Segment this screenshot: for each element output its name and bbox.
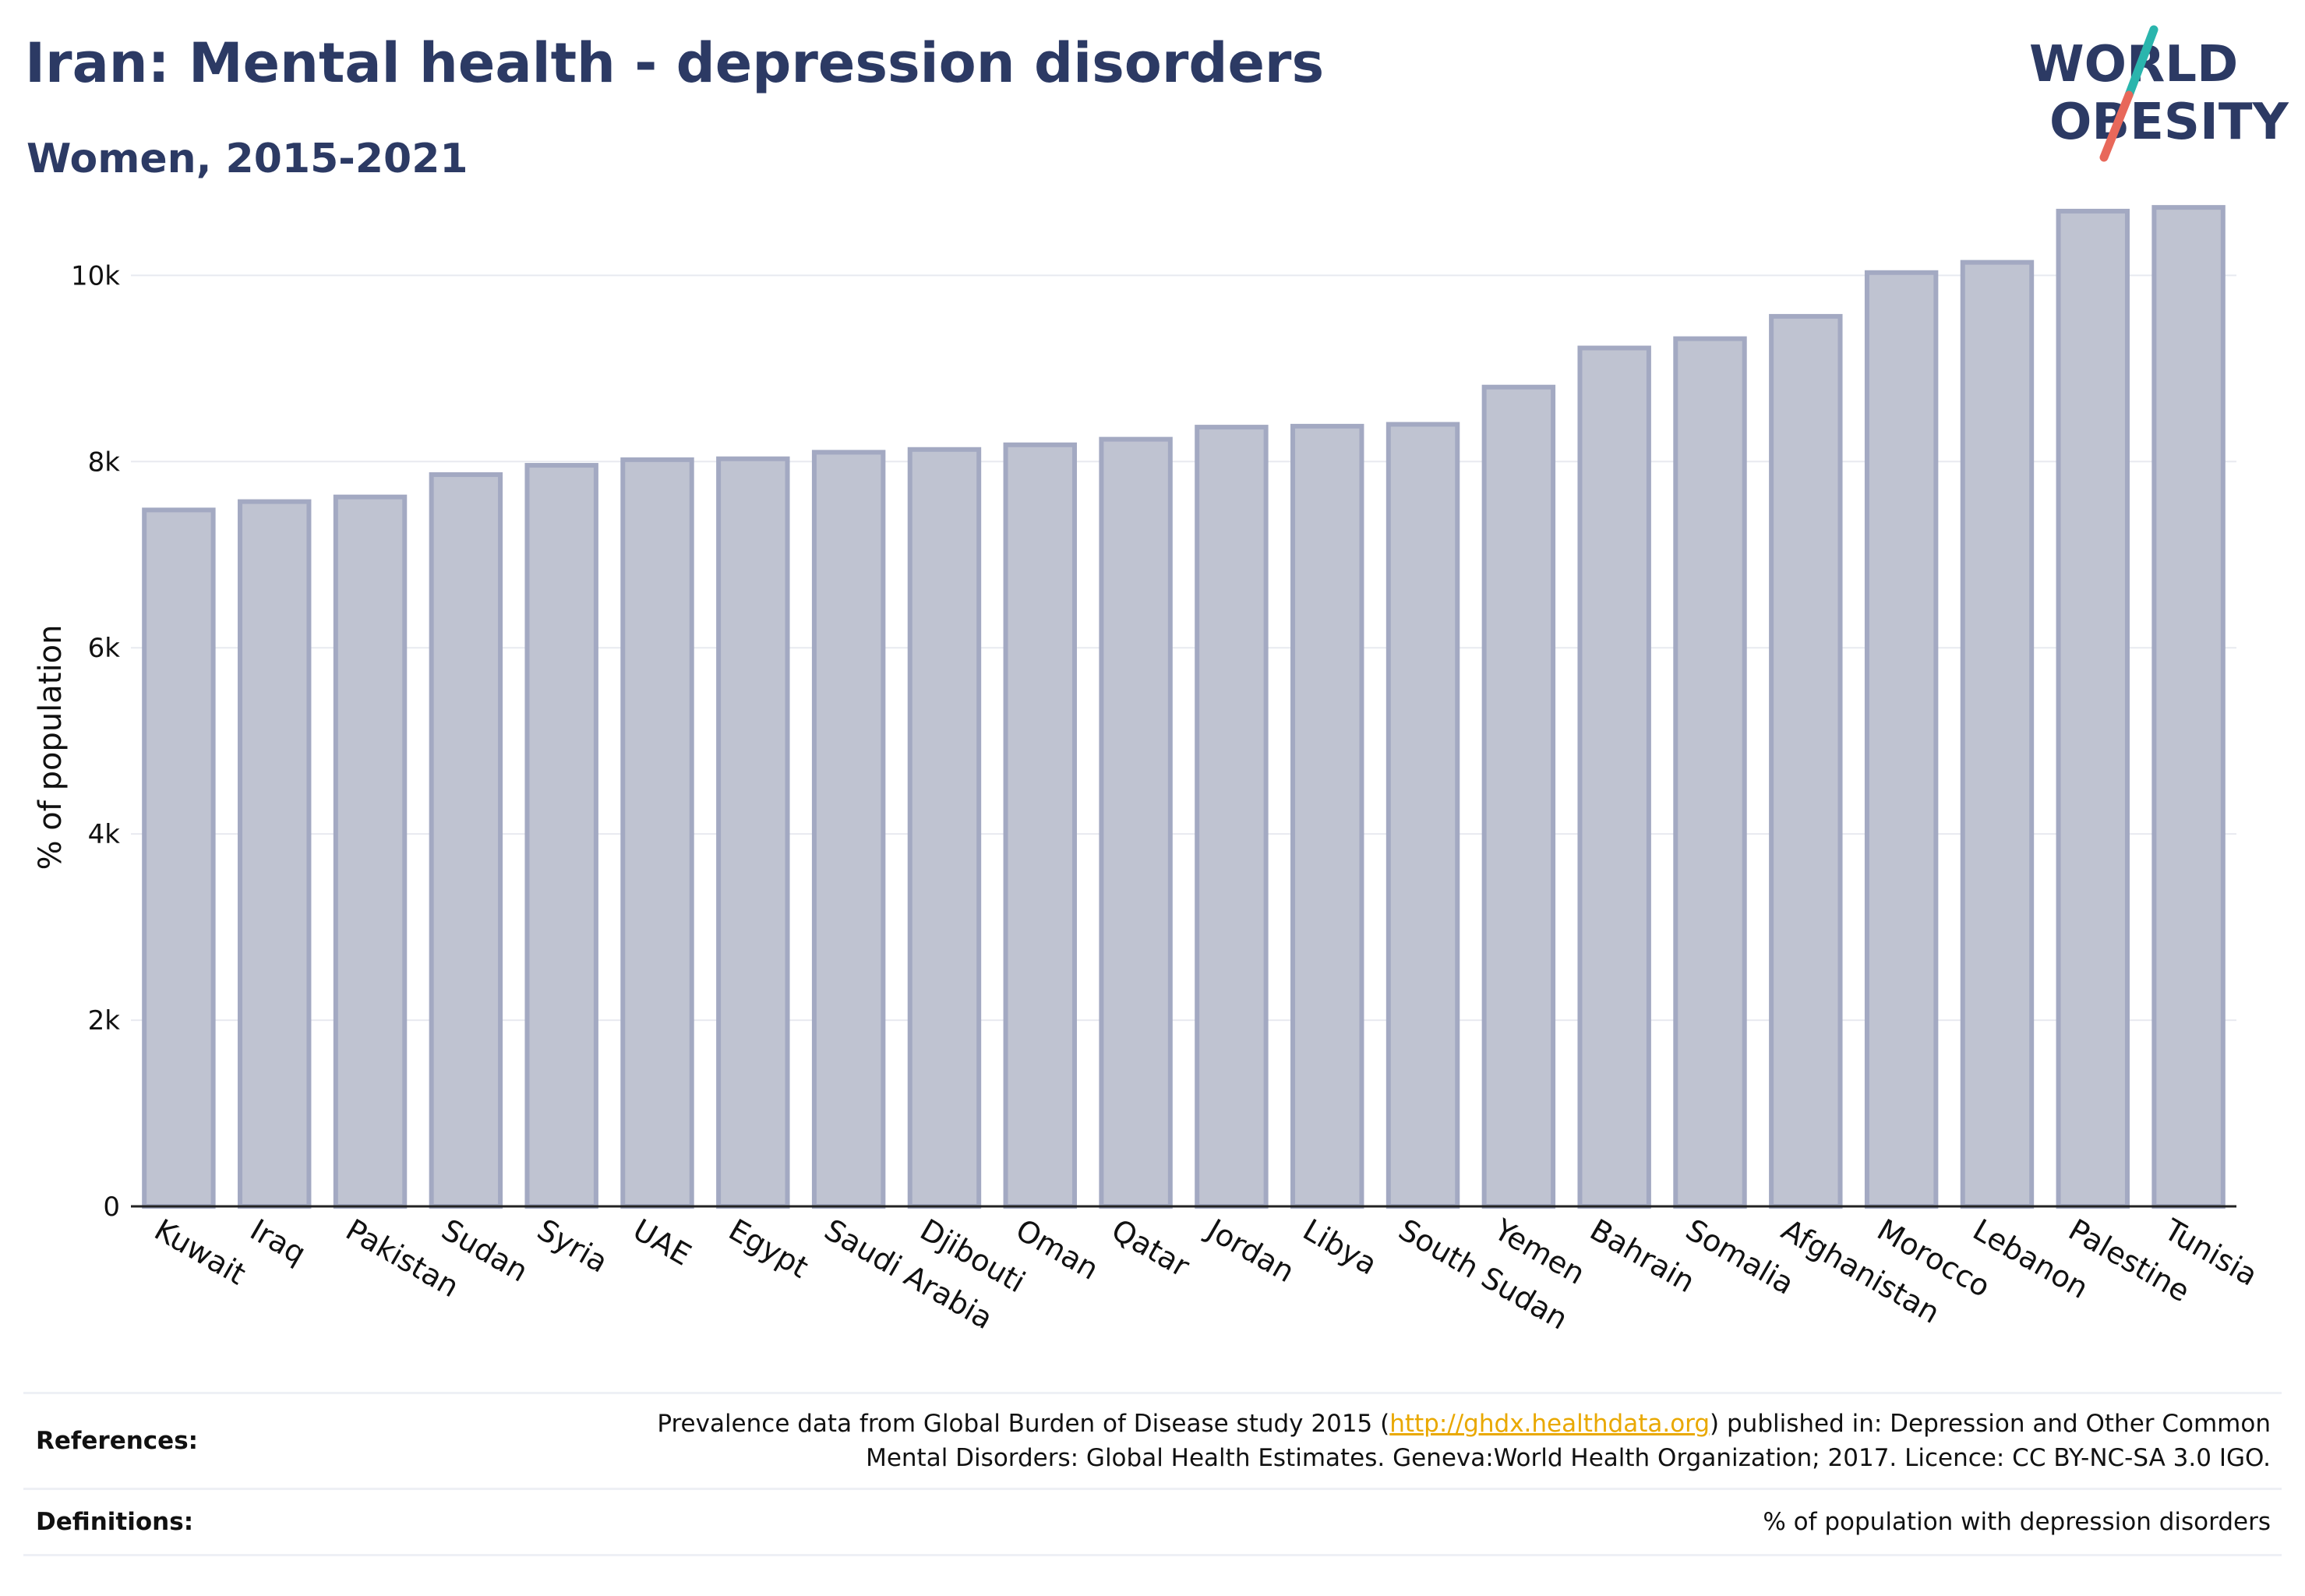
x-tick-label: Bahrain	[1584, 1213, 1700, 1300]
bar	[1195, 425, 1269, 1209]
footer-divider	[23, 1488, 2282, 1490]
references-label: References:	[36, 1427, 199, 1455]
bar	[1673, 336, 1747, 1209]
references-text: Prevalence data from Global Burden of Di…	[657, 1407, 2271, 1475]
x-tick-label: Egypt	[723, 1213, 814, 1285]
bar	[1769, 313, 1843, 1209]
x-tick-label: Libya	[1297, 1213, 1383, 1282]
y-tick-label: 8k	[88, 447, 121, 478]
bar	[2151, 205, 2226, 1209]
bar	[811, 450, 886, 1209]
bar	[716, 456, 790, 1209]
x-tick-label: Kuwait	[149, 1213, 252, 1292]
x-tick-label: Jordan	[1200, 1212, 1300, 1290]
definitions-label: Definitions:	[36, 1508, 194, 1536]
bar	[620, 457, 694, 1209]
bar	[1481, 384, 1556, 1209]
x-tick-label: UAE	[627, 1213, 697, 1273]
footer-divider	[23, 1392, 2282, 1394]
page-title: Iran: Mental health - depression disorde…	[25, 31, 1325, 95]
footer: References: Prevalence data from Global …	[23, 1392, 2282, 1556]
bar	[1003, 442, 1077, 1209]
world-obesity-logo: WORLD OBESITY	[2029, 25, 2289, 162]
references-text-before: Prevalence data from Global Burden of Di…	[657, 1410, 1390, 1438]
bar	[429, 472, 503, 1209]
logo-slash-top	[2124, 25, 2159, 100]
x-tick-label: Syria	[531, 1213, 613, 1280]
bar	[238, 499, 312, 1209]
bar	[907, 447, 982, 1209]
bar	[524, 463, 598, 1209]
logo-line2: OBESITY	[2049, 94, 2289, 151]
page-subtitle: Women, 2015-2021	[26, 136, 468, 182]
definitions-text: % of population with depression disorder…	[1763, 1508, 2271, 1536]
x-tick-label: Iraq	[245, 1213, 312, 1271]
y-axis-ticks: 0 2k 4k 6k 8k 10k	[71, 260, 120, 1223]
bar	[1290, 423, 1364, 1209]
bar	[142, 507, 216, 1209]
definitions-row: Definitions: % of population with depres…	[23, 1490, 2282, 1554]
x-tick-label: Qatar	[1106, 1213, 1195, 1284]
bar	[1960, 260, 2035, 1209]
y-tick-label: 10k	[71, 260, 120, 291]
bars	[142, 205, 2226, 1209]
bar	[1864, 270, 1939, 1209]
references-link[interactable]: http://ghdx.healthdata.org	[1389, 1410, 1710, 1438]
y-tick-label: 6k	[88, 633, 121, 664]
bar	[1385, 422, 1460, 1209]
footer-divider	[23, 1554, 2282, 1556]
logo-slash-bottom	[2099, 90, 2134, 162]
y-axis-title: % of population	[33, 625, 69, 870]
bar	[2056, 208, 2130, 1209]
y-tick-label: 4k	[88, 819, 121, 850]
bar	[1099, 436, 1173, 1209]
references-text-after: ) published in: Depression and Other Com…	[1710, 1410, 2271, 1438]
y-tick-label: 0	[103, 1192, 120, 1223]
references-row: References: Prevalence data from Global …	[23, 1394, 2282, 1488]
y-tick-label: 2k	[88, 1005, 121, 1036]
references-text-line2: Mental Disorders: Global Health Estimate…	[866, 1444, 2271, 1472]
bar	[1577, 345, 1651, 1209]
bar	[333, 494, 408, 1209]
x-tick-label: Somalia	[1680, 1213, 1800, 1301]
